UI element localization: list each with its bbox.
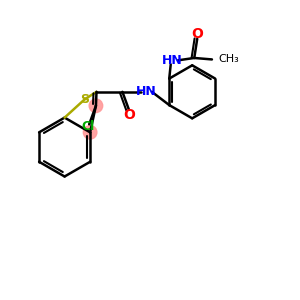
Text: S: S <box>80 93 89 106</box>
Circle shape <box>89 99 103 112</box>
Text: CH₃: CH₃ <box>218 54 239 64</box>
Text: HN: HN <box>162 54 183 68</box>
Text: O: O <box>191 27 203 41</box>
Text: Cl: Cl <box>82 120 95 133</box>
Text: O: O <box>123 108 135 122</box>
Text: HN: HN <box>136 85 157 98</box>
Circle shape <box>83 126 97 139</box>
